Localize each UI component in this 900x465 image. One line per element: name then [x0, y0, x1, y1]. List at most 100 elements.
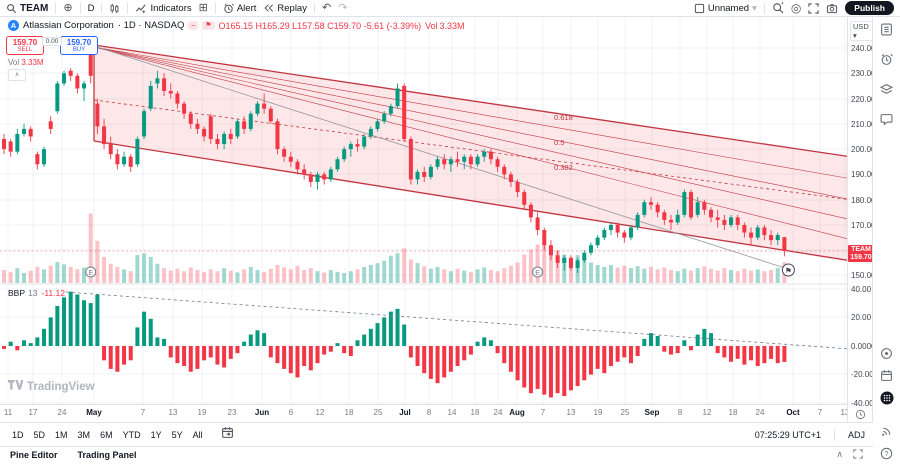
- range-button-1y[interactable]: 1Y: [150, 429, 162, 440]
- time-tick: 23: [227, 408, 237, 417]
- symbol-search-button[interactable]: TEAM: [6, 3, 48, 14]
- replay-icon: [263, 3, 274, 13]
- pane-collapse-button[interactable]: ∧: [8, 69, 26, 81]
- range-button-5d[interactable]: 5D: [33, 429, 46, 440]
- price-tick: 210.00: [851, 120, 876, 129]
- time-tick: Sep: [644, 408, 660, 417]
- tab-trading-panel[interactable]: Trading Panel: [77, 449, 137, 460]
- last-price-axis-label: TEAM 159.70: [848, 245, 874, 263]
- tab-pine-editor[interactable]: Pine Editor: [10, 449, 58, 460]
- range-button-1m[interactable]: 1M: [55, 429, 68, 440]
- broadcast-icon[interactable]: [880, 425, 893, 443]
- legend-minimize-badge[interactable]: –: [188, 21, 199, 30]
- price-axis[interactable]: USD ▾ TEAM 159.70 240.00 230.00 220.00 210.…: [847, 17, 876, 425]
- time-tick: Oct: [786, 408, 800, 417]
- price-tick: 20.00: [851, 313, 872, 322]
- time-tick: Aug: [509, 408, 525, 417]
- compare-add-symbol-icon[interactable]: ⊕: [63, 1, 73, 14]
- panel-expand-icon[interactable]: [853, 448, 863, 461]
- time-tick: 19: [197, 408, 207, 417]
- currency-selector[interactable]: USD ▾: [850, 21, 874, 41]
- all-apps-grid-icon[interactable]: [880, 391, 894, 410]
- chart-pane[interactable]: 0.618 0.5 0.382 E E ⚑ A Atlassian Corporation…: [0, 17, 847, 422]
- object-tree-icon[interactable]: [879, 83, 894, 101]
- chat-icon[interactable]: [880, 113, 893, 131]
- svg-text:0.618: 0.618: [554, 113, 573, 122]
- time-tick: 11: [3, 408, 13, 417]
- redo-icon[interactable]: ↷: [338, 1, 348, 14]
- time-tick: 25: [620, 408, 630, 417]
- sell-button[interactable]: 159.70 SELL: [6, 36, 44, 55]
- timezone-clock-icon[interactable]: [855, 407, 866, 425]
- price-tick: 180.00: [851, 196, 876, 205]
- time-tick: 24: [57, 408, 67, 417]
- alert-clock-icon: [223, 3, 234, 14]
- watchlist-icon[interactable]: [880, 23, 893, 41]
- quick-search-icon[interactable]: [772, 2, 784, 14]
- time-tick: 7: [540, 408, 546, 417]
- legend-meta: · 1D · NASDAQ: [117, 20, 185, 31]
- time-tick: 13: [168, 408, 178, 417]
- time-tick: 19: [593, 408, 603, 417]
- range-button-all[interactable]: All: [192, 429, 203, 440]
- time-tick: 24: [755, 408, 765, 417]
- buy-button[interactable]: 159.70 BUY: [60, 36, 98, 55]
- calendar-icon[interactable]: [880, 369, 893, 387]
- candlestick-chart-canvas[interactable]: 0.618 0.5 0.382 E E ⚑: [0, 17, 847, 404]
- alert-manager-icon[interactable]: ◎: [790, 1, 802, 15]
- alerts-clock-icon[interactable]: [880, 53, 893, 71]
- indicators-button[interactable]: Indicators: [135, 3, 192, 14]
- price-tick: 200.00: [851, 145, 876, 154]
- adjusted-data-toggle[interactable]: ADJ: [847, 429, 865, 440]
- divider: [214, 2, 216, 14]
- time-axis[interactable]: 11 17 24 May 7 13 19 23 Jun 6 12 18 25 Jul 8 14 18 24 Aug 7…: [0, 404, 847, 422]
- time-tick: 8: [677, 408, 683, 417]
- time-tick: Jul: [399, 408, 411, 417]
- tradingview-watermark: TradingView: [8, 379, 95, 394]
- legend-ohlc-values: O165.15 H165.29 L157.58 C159.70 -5.61 (-…: [218, 20, 422, 31]
- chart-type-candles-icon[interactable]: [109, 3, 120, 14]
- help-icon[interactable]: ?: [880, 447, 893, 465]
- layout-name: Unnamed: [707, 2, 750, 14]
- divider: [101, 2, 103, 14]
- spread-value: 0.00: [42, 37, 62, 46]
- undo-icon[interactable]: ↶: [321, 1, 332, 14]
- panel-collapse-icon[interactable]: ∧: [836, 448, 843, 459]
- snapshot-camera-icon[interactable]: [826, 3, 838, 14]
- replay-button[interactable]: Replay: [263, 3, 307, 14]
- time-tick: 12: [315, 408, 325, 417]
- indicator-templates-icon[interactable]: ⊞: [198, 1, 208, 14]
- divider: [313, 2, 315, 14]
- fullscreen-icon[interactable]: [808, 2, 819, 14]
- price-tick: -40.00: [851, 399, 874, 408]
- go-to-date-calendar-icon[interactable]: [221, 426, 234, 444]
- divider: [79, 2, 81, 14]
- bbp-indicator-legend[interactable]: BBP 13 -11.12: [8, 288, 65, 298]
- publish-button[interactable]: Publish: [845, 1, 894, 15]
- layout-select-button[interactable]: Unnamed ▾: [694, 3, 757, 14]
- interval-button[interactable]: D: [87, 2, 95, 14]
- svg-text:E: E: [535, 270, 540, 277]
- alert-button[interactable]: Alert: [223, 3, 256, 14]
- time-tick: 8: [426, 408, 432, 417]
- volume-legend: Vol 3.33M: [8, 58, 44, 67]
- range-button-1d[interactable]: 1D: [12, 429, 24, 440]
- legend-flag-icon[interactable]: ⚑: [202, 21, 215, 30]
- hotlists-target-icon[interactable]: [880, 347, 893, 365]
- bottom-toolbar: 1D 5D 1M 3M 6M YTD 1Y 5Y All 07:25:29 UTC+1 ADJ: [0, 422, 873, 446]
- price-tick: 240.00: [851, 44, 876, 53]
- atlassian-logo: A: [8, 20, 19, 31]
- legend-title[interactable]: Atlassian Corporation: [23, 20, 114, 31]
- clock-display[interactable]: 07:25:29 UTC+1: [754, 429, 821, 440]
- bottom-panel-tabs: Pine Editor Trading Panel: [10, 450, 137, 460]
- range-button-6m[interactable]: 6M: [100, 429, 113, 440]
- time-tick: 18: [344, 408, 354, 417]
- divider: [127, 2, 129, 14]
- time-tick: 17: [28, 408, 38, 417]
- range-button-5y[interactable]: 5Y: [171, 429, 183, 440]
- tradingview-logo-icon: [8, 379, 24, 394]
- range-button-ytd[interactable]: YTD: [122, 429, 141, 440]
- svg-text:E: E: [88, 270, 93, 277]
- time-tick: 25: [373, 408, 383, 417]
- range-button-3m[interactable]: 3M: [77, 429, 91, 440]
